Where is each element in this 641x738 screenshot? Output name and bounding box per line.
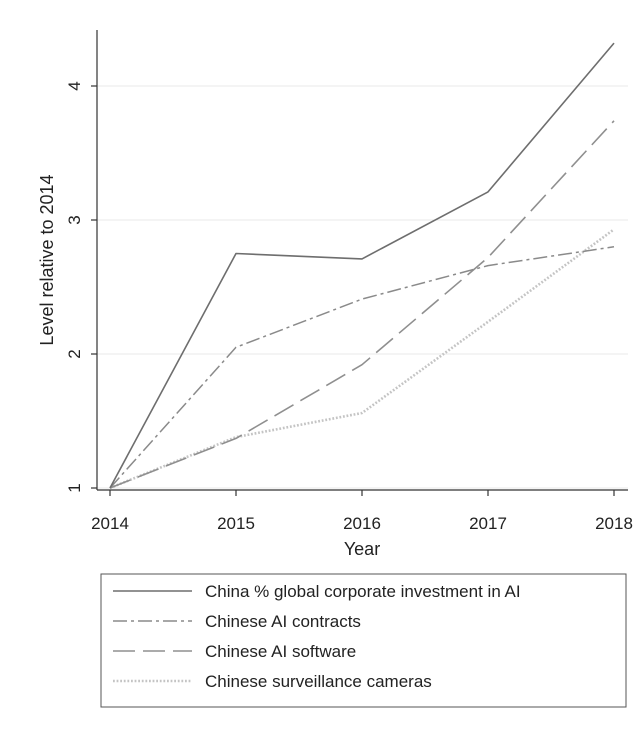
series-lines (109, 42, 615, 490)
legend-label: Chinese AI software (205, 642, 356, 661)
y-tick-label: 4 (65, 81, 84, 90)
x-tick-label: 2018 (595, 514, 633, 533)
series-line (109, 120, 615, 489)
y-tick-label: 1 (65, 483, 84, 492)
series-line (109, 42, 615, 489)
series-line (109, 246, 615, 489)
y-ticks: 1 2 3 4 (65, 81, 97, 493)
y-axis-title: Level relative to 2014 (37, 174, 57, 345)
legend-label: China % global corporate investment in A… (205, 582, 521, 601)
y-tick-label: 3 (65, 215, 84, 224)
legend: China % global corporate investment in A… (100, 573, 627, 708)
legend-label: Chinese surveillance cameras (205, 672, 432, 691)
x-ticks: 2014 2015 2016 2017 2018 (91, 490, 633, 533)
x-tick-label: 2017 (469, 514, 507, 533)
legend-label: Chinese AI contracts (205, 612, 361, 631)
x-tick-label: 2016 (343, 514, 381, 533)
grid (97, 85, 628, 489)
x-tick-label: 2015 (217, 514, 255, 533)
legend-box (100, 573, 627, 708)
series-line (109, 228, 615, 490)
x-axis-title: Year (344, 539, 380, 559)
x-tick-label: 2014 (91, 514, 129, 533)
y-tick-label: 2 (65, 349, 84, 358)
axes (96, 30, 628, 491)
